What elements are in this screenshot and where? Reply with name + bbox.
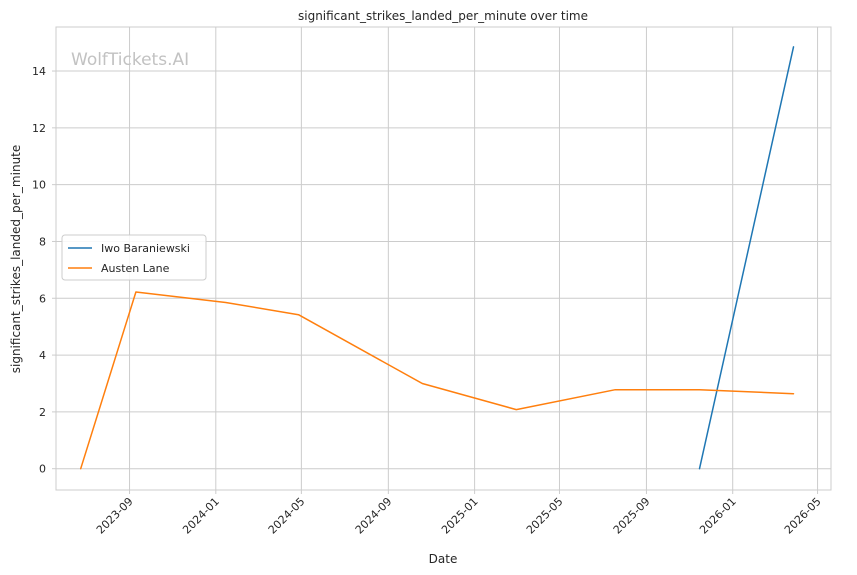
- y-tick-label: 8: [39, 235, 46, 248]
- y-axis: 0 2 4 6 8 10 12 14: [32, 65, 56, 476]
- watermark: WolfTickets.AI: [71, 50, 189, 70]
- x-tick-label: 2026-01: [697, 495, 739, 537]
- y-tick-label: 2: [39, 406, 46, 419]
- x-tick-label: 2024-01: [180, 495, 222, 537]
- x-tick-label: 2026-05: [782, 495, 824, 537]
- series-layer: [79, 46, 795, 470]
- y-tick-label: 0: [39, 463, 46, 476]
- legend: Iwo Baraniewski Austen Lane: [61, 234, 207, 281]
- y-axis-label: significant_strikes_landed_per_minute: [9, 145, 23, 374]
- legend-label: Iwo Baraniewski: [101, 242, 190, 255]
- x-axis-label: Date: [429, 552, 458, 566]
- y-tick-label: 4: [39, 349, 46, 362]
- legend-label: Austen Lane: [101, 262, 170, 275]
- series-line-0: [698, 46, 795, 470]
- x-tick-label: 2023-09: [94, 495, 136, 537]
- y-tick-label: 10: [32, 179, 46, 192]
- legend-box: [61, 234, 207, 281]
- y-tick-label: 12: [32, 122, 46, 135]
- x-axis: 2023-09 2024-01 2024-05 2024-09 2025-01 2025-…: [94, 490, 824, 537]
- x-tick-label: 2025-05: [524, 495, 566, 537]
- x-tick-label: 2025-09: [611, 495, 653, 537]
- plot-frame: [55, 26, 832, 491]
- y-tick-label: 14: [32, 65, 46, 78]
- series-line-1: [79, 291, 795, 470]
- x-tick-label: 2025-01: [439, 495, 481, 537]
- chart-title: significant_strikes_landed_per_minute ov…: [298, 9, 588, 23]
- x-tick-label: 2024-05: [266, 495, 308, 537]
- y-tick-label: 6: [39, 292, 46, 305]
- grid: [56, 27, 831, 490]
- x-tick-label: 2024-09: [353, 495, 395, 537]
